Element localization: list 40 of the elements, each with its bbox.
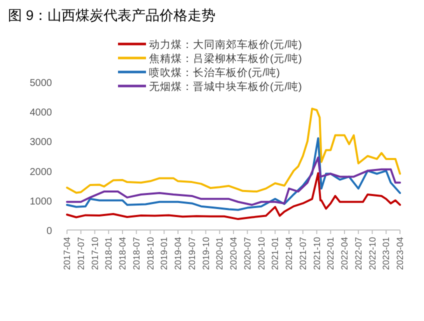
y-tick-label: 5000 (30, 78, 52, 89)
x-tick-label: 2017-07 (76, 237, 86, 270)
x-tick-label: 2018-07 (131, 237, 142, 270)
line-series (66, 156, 401, 206)
x-tick-label: 2021-07 (298, 237, 308, 270)
x-tick-label: 2023-01 (381, 237, 392, 270)
x-tick-label: 2023-04 (395, 237, 405, 270)
x-tick-label: 2018-01 (104, 237, 114, 270)
legend-label: 焦精煤：吕梁柳林车板价(元/吨) (149, 52, 302, 65)
chart-title: 图 9：山西煤炭代表产品价格走势 (8, 7, 216, 23)
y-tick-label: 2000 (30, 166, 52, 178)
legend-label: 喷吹煤：长治车板价(元/吨) (149, 66, 280, 79)
x-tick-label: 2017-10 (90, 237, 100, 270)
x-tick-label: 2020-07 (242, 237, 252, 270)
legend-label: 无烟煤：晋城中块车板价(元/吨) (149, 80, 302, 93)
x-tick-label: 2021-10 (312, 237, 322, 270)
x-tick-label: 2022-04 (340, 237, 350, 270)
y-tick-label: 4000 (30, 108, 52, 119)
x-tick-label: 2020-04 (228, 237, 238, 270)
x-tick-label: 2022-07 (353, 237, 364, 270)
y-tick-label: 3000 (30, 137, 52, 148)
x-tick-label: 2019-10 (200, 237, 211, 270)
x-tick-label: 2020-01 (214, 237, 225, 270)
x-tick-label: 2019-01 (159, 237, 170, 270)
x-tick-label: 2022-10 (367, 237, 378, 270)
x-tick-label: 2021-04 (284, 237, 294, 270)
legend-label: 动力煤：大同南郊车板价(元/吨) (149, 38, 302, 51)
x-tick-label: 2019-04 (173, 237, 183, 270)
x-tick-label: 2018-10 (145, 237, 156, 270)
line-series (66, 172, 401, 220)
y-tick-label: 0 (46, 226, 52, 237)
line-series (66, 108, 401, 194)
x-tick-label: 2022-01 (326, 237, 336, 270)
x-tick-label: 2020-10 (256, 237, 266, 270)
line-series (66, 137, 401, 211)
x-tick-label: 2019-07 (186, 237, 197, 270)
x-tick-label: 2021-01 (270, 237, 280, 270)
y-tick-label: 1000 (30, 196, 52, 208)
x-tick-label: 2018-04 (118, 237, 128, 270)
x-tick-label: 2017-04 (62, 237, 72, 270)
